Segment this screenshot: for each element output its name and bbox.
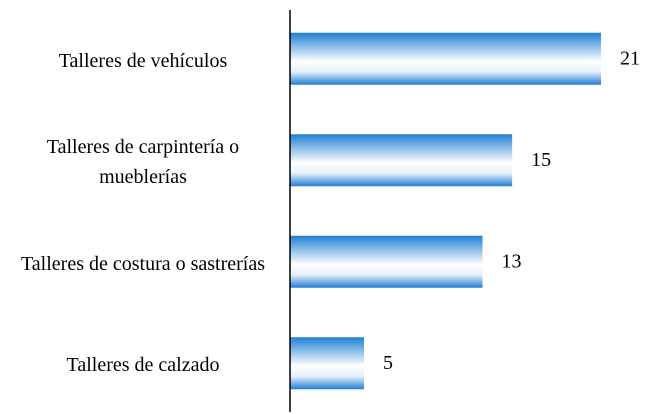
category-label: Talleres de costura o sastrerías <box>20 252 266 275</box>
bar <box>290 337 365 390</box>
bar <box>290 235 483 288</box>
value-label: 15 <box>531 149 551 171</box>
bar <box>290 134 513 187</box>
category-label: Talleres de calzado <box>66 354 220 377</box>
category-label: Talleres de vehículos <box>58 49 228 72</box>
value-label: 5 <box>383 352 393 374</box>
category-label: Talleres de carpintería o mueblerías <box>46 136 240 189</box>
bar <box>290 32 601 85</box>
value-label: 21 <box>620 47 640 69</box>
value-label: 13 <box>502 250 522 272</box>
